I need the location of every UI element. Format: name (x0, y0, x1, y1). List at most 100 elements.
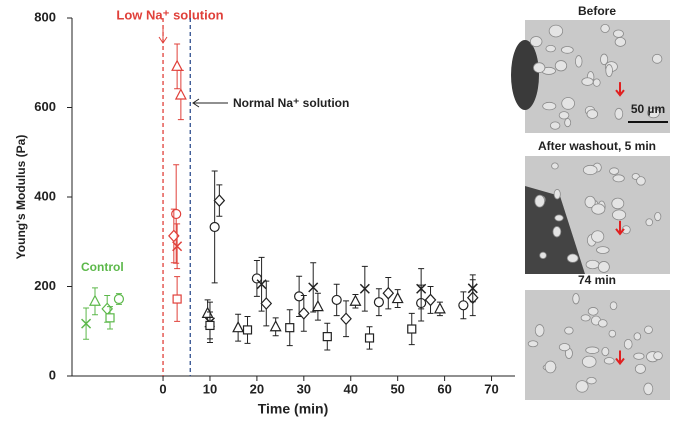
cell (623, 338, 633, 350)
cell (552, 226, 562, 238)
data-point (308, 282, 319, 293)
cell (600, 53, 609, 66)
data-point (251, 273, 262, 284)
cell (586, 109, 599, 119)
cell (633, 332, 642, 341)
cell (549, 121, 561, 130)
data-point (322, 332, 332, 342)
x-tick-label: 10 (203, 381, 217, 396)
cell (614, 37, 626, 47)
cell (609, 167, 620, 175)
cell (601, 347, 610, 357)
normal-arrow (192, 98, 228, 108)
data-point (269, 319, 282, 332)
data-point (433, 302, 446, 314)
cell (542, 101, 557, 111)
cell (643, 382, 654, 396)
data-point (298, 306, 310, 320)
cell (600, 23, 610, 33)
cell (582, 164, 598, 176)
cell (652, 53, 663, 64)
data-point (391, 291, 404, 304)
y-tick-label: 400 (34, 188, 56, 203)
y-axis-label: Young's Modulus (Pa) (14, 135, 28, 260)
data-point (364, 333, 375, 343)
data-point (113, 293, 125, 305)
cell (545, 44, 556, 53)
micrograph (525, 156, 670, 274)
cell (564, 326, 574, 335)
x-tick-label: 20 (250, 381, 264, 396)
data-point (340, 312, 352, 326)
cell (564, 118, 572, 128)
cell (534, 194, 545, 208)
cell (585, 346, 600, 354)
cell (611, 197, 625, 210)
cell (534, 324, 545, 337)
data-point (171, 59, 184, 71)
red-arrow (615, 82, 625, 97)
cell (575, 55, 583, 68)
cell (566, 253, 579, 263)
micrograph (511, 20, 670, 133)
x-tick-label: 50 (390, 381, 404, 396)
cell (636, 176, 646, 186)
cell (560, 46, 574, 54)
data-point (172, 241, 183, 252)
cell (558, 111, 570, 120)
cell (585, 259, 600, 270)
cell (613, 29, 624, 38)
image-title: Before (578, 4, 616, 18)
cell (548, 24, 564, 38)
cell (580, 314, 591, 322)
data-point (382, 286, 395, 300)
data-point (81, 318, 92, 329)
cell (634, 363, 646, 374)
data-point (101, 302, 114, 316)
data-point (205, 320, 215, 331)
cell (527, 340, 539, 348)
cell (591, 203, 606, 215)
micrograph-background (525, 290, 670, 400)
cell (584, 195, 596, 209)
data-point (424, 293, 437, 307)
cell (608, 329, 617, 338)
data-point (359, 283, 370, 294)
data-point (213, 194, 226, 207)
image-title: 74 min (578, 273, 616, 287)
data-point (311, 299, 324, 312)
cell (647, 107, 660, 119)
data-point (373, 297, 385, 308)
cell (529, 36, 543, 48)
cell (581, 77, 594, 86)
data-point (458, 300, 469, 311)
cell (533, 62, 546, 73)
data-point (232, 320, 245, 333)
data-point (209, 221, 220, 233)
data-point (172, 294, 182, 304)
cell (633, 352, 645, 360)
data-point (256, 279, 267, 290)
low-na-annotation: Low Na⁺ solution (116, 7, 223, 22)
red-arrow (615, 350, 625, 366)
cell (614, 107, 624, 120)
data-point (294, 291, 305, 302)
data-point (89, 294, 101, 306)
cell (644, 325, 653, 334)
cell (544, 360, 557, 374)
y-tick-label: 600 (34, 99, 56, 114)
cell (605, 64, 613, 77)
data-point (171, 208, 182, 220)
data-point (201, 306, 214, 318)
cell (598, 319, 608, 328)
cell (539, 251, 547, 259)
cell (612, 174, 625, 183)
cell (654, 211, 662, 222)
cell (553, 189, 561, 200)
y-tick-label: 800 (34, 9, 56, 24)
cell (587, 307, 599, 316)
x-tick-label: 0 (159, 381, 166, 396)
data-point (349, 294, 362, 306)
cell (558, 343, 571, 352)
cell (603, 357, 615, 365)
